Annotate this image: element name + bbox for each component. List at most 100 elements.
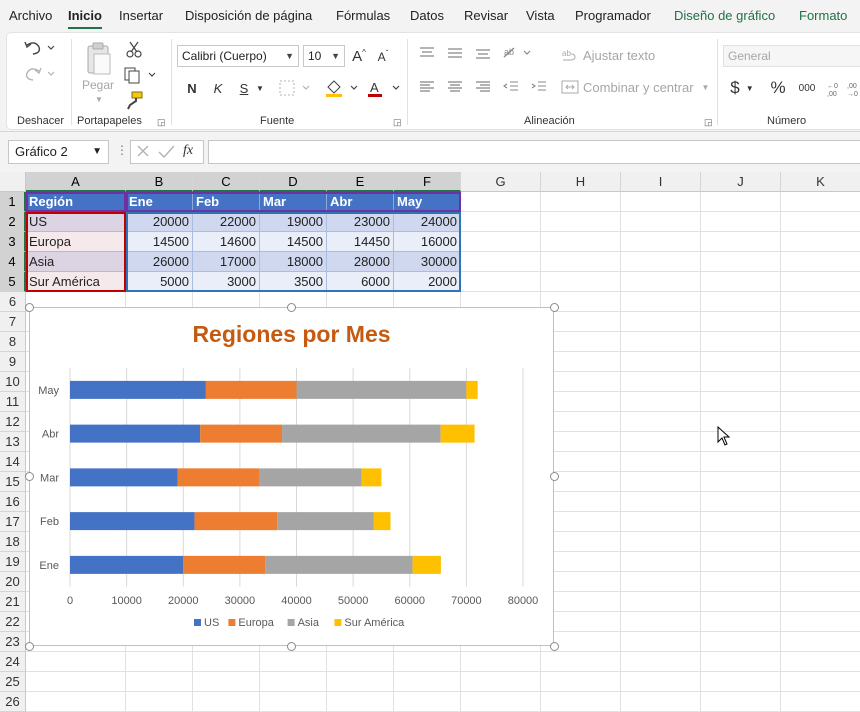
row-header-18[interactable]: 18 bbox=[0, 532, 26, 552]
column-header-f[interactable]: F bbox=[394, 172, 461, 192]
decimal-buttons[interactable]: ←0,00,00 →0 bbox=[825, 77, 860, 99]
orientation-button[interactable]: ab bbox=[501, 43, 535, 63]
table-cell[interactable]: 24000 bbox=[394, 212, 461, 232]
column-header-h[interactable]: H bbox=[541, 172, 621, 192]
row-header-14[interactable]: 14 bbox=[0, 452, 26, 472]
decrease-indent-button[interactable] bbox=[499, 77, 523, 97]
row-header-19[interactable]: 19 bbox=[0, 552, 26, 572]
column-header-a[interactable]: A bbox=[26, 172, 126, 192]
table-cell[interactable]: 16000 bbox=[394, 232, 461, 252]
italic-button[interactable]: K bbox=[213, 80, 223, 96]
font-launcher-icon[interactable]: ◲ bbox=[393, 117, 402, 127]
table-cell[interactable]: 14500 bbox=[260, 232, 327, 252]
tab-archivo[interactable]: Archivo bbox=[9, 8, 53, 23]
column-header-i[interactable]: I bbox=[621, 172, 701, 192]
table-header-cell[interactable]: Ene bbox=[126, 192, 193, 212]
align-top-button[interactable] bbox=[415, 43, 439, 63]
tab-revisar[interactable]: Revisar bbox=[464, 8, 509, 23]
resize-handle[interactable] bbox=[549, 641, 559, 651]
tab-inicio[interactable]: Inicio bbox=[68, 0, 102, 32]
align-center-button[interactable] bbox=[443, 77, 467, 97]
row-header-1[interactable]: 1 bbox=[0, 192, 26, 212]
row-header-13[interactable]: 13 bbox=[0, 432, 26, 452]
row-header-8[interactable]: 8 bbox=[0, 332, 26, 352]
table-cell[interactable]: 28000 bbox=[327, 252, 394, 272]
percent-button[interactable]: % bbox=[770, 78, 786, 97]
tab-diseno-grafico[interactable]: Diseño de gráfico bbox=[674, 8, 776, 23]
bold-button[interactable]: N bbox=[187, 80, 197, 96]
tab-insertar[interactable]: Insertar bbox=[119, 8, 164, 23]
row-header-7[interactable]: 7 bbox=[0, 312, 26, 332]
table-header-cell[interactable]: Mar bbox=[260, 192, 327, 212]
select-all-button[interactable] bbox=[0, 172, 26, 192]
formula-bar-grip-icon[interactable]: ⋮ bbox=[116, 143, 128, 157]
row-header-24[interactable]: 24 bbox=[0, 652, 26, 672]
borders-button[interactable] bbox=[277, 77, 313, 99]
table-cell[interactable]: 14500 bbox=[126, 232, 193, 252]
row-header-4[interactable]: 4 bbox=[0, 252, 26, 272]
row-header-2[interactable]: 2 bbox=[0, 212, 26, 232]
tab-programador[interactable]: Programador bbox=[575, 8, 651, 23]
tab-formulas[interactable]: Fórmulas bbox=[336, 8, 391, 23]
format-painter-button[interactable] bbox=[123, 89, 145, 111]
table-cell[interactable]: 22000 bbox=[193, 212, 260, 232]
tab-vista[interactable]: Vista bbox=[526, 8, 555, 23]
thousands-separator-button[interactable]: 000 bbox=[798, 82, 816, 94]
table-cell[interactable]: Asia bbox=[26, 252, 126, 272]
table-cell[interactable]: 3000 bbox=[193, 272, 260, 292]
font-color-button[interactable]: A bbox=[365, 77, 403, 99]
align-bottom-button[interactable] bbox=[471, 43, 495, 63]
table-cell[interactable]: 6000 bbox=[327, 272, 394, 292]
cancel-icon[interactable] bbox=[137, 145, 149, 157]
table-header-cell[interactable]: Abr bbox=[327, 192, 394, 212]
table-cell[interactable]: 26000 bbox=[126, 252, 193, 272]
tab-disposicion-pagina[interactable]: Disposición de página bbox=[185, 8, 313, 23]
number-format-select[interactable]: General bbox=[723, 45, 860, 67]
row-header-23[interactable]: 23 bbox=[0, 632, 26, 652]
row-header-12[interactable]: 12 bbox=[0, 412, 26, 432]
font-size-select[interactable]: 10 ▼ bbox=[303, 45, 345, 67]
align-middle-button[interactable] bbox=[443, 43, 467, 63]
column-header-k[interactable]: K bbox=[781, 172, 860, 192]
row-header-21[interactable]: 21 bbox=[0, 592, 26, 612]
paste-chevron-icon[interactable]: ▼ bbox=[95, 94, 103, 104]
underline-button[interactable]: S bbox=[239, 80, 249, 96]
table-cell[interactable]: 14450 bbox=[327, 232, 394, 252]
row-header-20[interactable]: 20 bbox=[0, 572, 26, 592]
column-header-j[interactable]: J bbox=[701, 172, 781, 192]
formula-input[interactable] bbox=[208, 140, 860, 164]
currency-button[interactable]: $ ▼ bbox=[727, 77, 757, 99]
column-header-e[interactable]: E bbox=[327, 172, 394, 192]
row-header-25[interactable]: 25 bbox=[0, 672, 26, 692]
table-header-cell[interactable]: Feb bbox=[193, 192, 260, 212]
row-header-9[interactable]: 9 bbox=[0, 352, 26, 372]
tab-formato[interactable]: Formato bbox=[799, 8, 848, 23]
resize-handle[interactable] bbox=[24, 641, 34, 651]
row-header-15[interactable]: 15 bbox=[0, 472, 26, 492]
row-header-6[interactable]: 6 bbox=[0, 292, 26, 312]
wrap-text-button[interactable]: ab Ajustar texto bbox=[561, 45, 657, 65]
align-left-button[interactable] bbox=[415, 77, 439, 97]
row-header-3[interactable]: 3 bbox=[0, 232, 26, 252]
underline-chevron-icon[interactable]: ▼ bbox=[256, 83, 264, 93]
copy-button[interactable] bbox=[121, 65, 161, 85]
column-header-b[interactable]: B bbox=[126, 172, 193, 192]
align-right-button[interactable] bbox=[471, 77, 495, 97]
insert-function-button[interactable]: fx bbox=[183, 143, 194, 158]
row-header-11[interactable]: 11 bbox=[0, 392, 26, 412]
resize-handle[interactable] bbox=[287, 302, 296, 312]
table-cell[interactable]: 19000 bbox=[260, 212, 327, 232]
redo-button[interactable] bbox=[21, 63, 57, 85]
row-header-16[interactable]: 16 bbox=[0, 492, 26, 512]
decrease-font-button[interactable]: Aˇ bbox=[373, 45, 393, 67]
paste-button[interactable] bbox=[81, 39, 115, 79]
table-cell[interactable]: 3500 bbox=[260, 272, 327, 292]
resize-handle[interactable] bbox=[287, 641, 296, 651]
resize-handle[interactable] bbox=[24, 302, 34, 312]
increase-font-button[interactable]: A^ bbox=[349, 45, 369, 67]
table-cell[interactable]: 17000 bbox=[193, 252, 260, 272]
merge-center-button[interactable]: Combinar y centrar ▼ bbox=[561, 77, 711, 97]
resize-handle[interactable] bbox=[24, 472, 34, 481]
enter-icon[interactable] bbox=[158, 145, 175, 159]
undo-button[interactable] bbox=[21, 37, 57, 59]
